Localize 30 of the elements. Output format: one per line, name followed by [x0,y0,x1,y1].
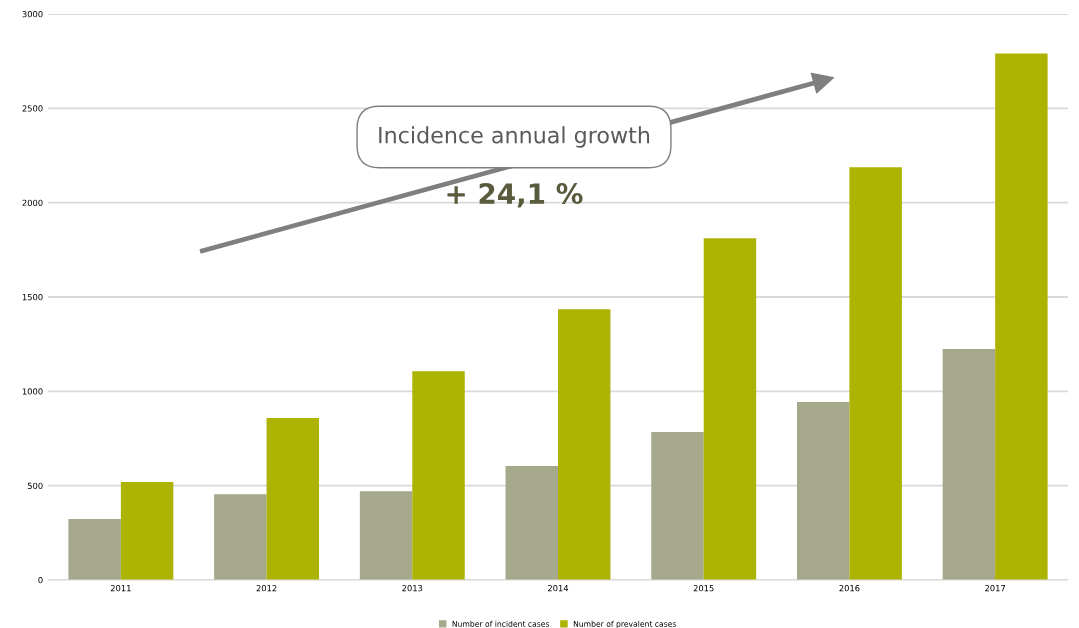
bar [703,238,757,580]
x-tick-label: 2015 [693,585,714,592]
annotation: + 24,1 % [447,183,583,208]
bar [412,371,465,580]
y-tick-label: 500 [27,482,43,489]
bar [266,418,320,580]
bar [995,53,1048,580]
bar [558,309,611,580]
bar [68,519,121,580]
x-tick-label: 2011 [110,585,131,592]
y-tick-label: 2000 [22,199,43,206]
y-tick-label: 1000 [22,388,43,395]
bar [120,482,174,580]
y-tick-label: 3000 [22,10,43,18]
x-tick-label: 2017 [985,585,1006,592]
bar [505,466,558,580]
bar [942,349,996,580]
x-tick-label: 2013 [402,585,423,592]
annotation: Incidence annual growth [379,126,650,148]
bar [214,494,267,580]
y-tick-label: 1500 [22,293,43,301]
x-tick-label: 2012 [256,585,277,592]
bar [359,491,413,580]
y-tick-label: 2500 [22,105,43,112]
x-tick-label: 2014 [548,585,569,592]
bar [796,402,850,580]
x-tick-label: 2016 [839,585,860,592]
y-tick-label: 0 [38,576,43,584]
bar [849,167,902,580]
bar [651,432,704,580]
